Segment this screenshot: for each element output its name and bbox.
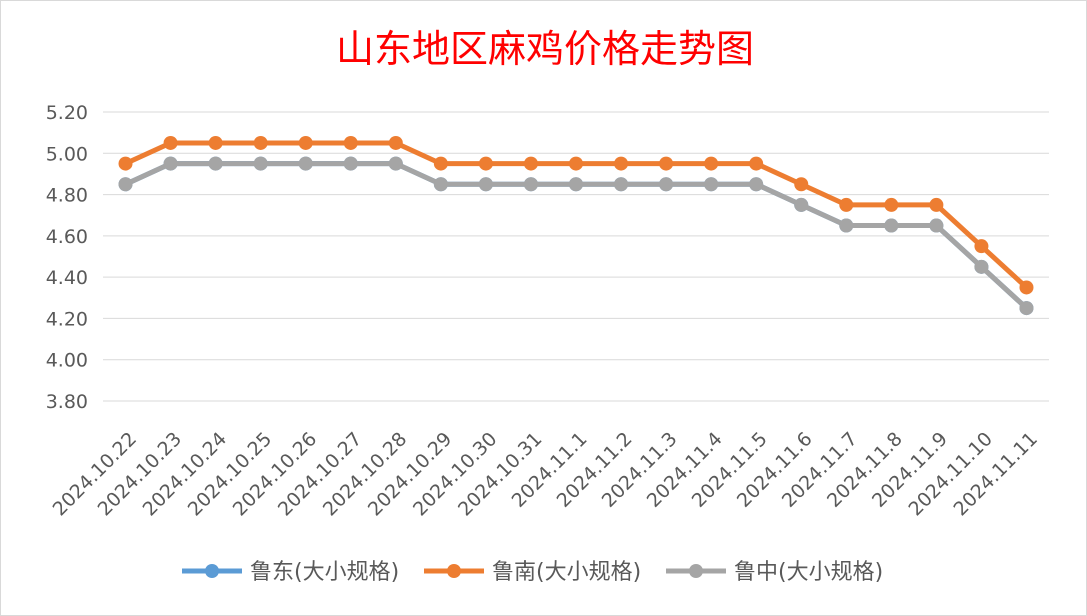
gridlines: [103, 111, 1049, 402]
data-point: [794, 197, 809, 212]
data-point: [208, 156, 223, 171]
data-point: [343, 135, 358, 150]
data-point: [884, 197, 899, 212]
data-point: [523, 177, 538, 192]
data-point: [478, 177, 493, 192]
y-tick-label: 4.40: [46, 267, 88, 289]
y-tick-label: 4.20: [46, 308, 88, 330]
y-axis-ticks: 3.80 4.00 4.20 4.40 4.60 4.80 5.00 5.20: [46, 102, 88, 413]
data-point: [388, 156, 403, 171]
data-point: [118, 156, 133, 171]
y-tick-label: 4.80: [46, 185, 88, 207]
data-point: [884, 218, 899, 233]
data-point: [298, 135, 313, 150]
data-point: [208, 135, 223, 150]
series-2: [118, 156, 1034, 316]
legend-marker: [205, 564, 219, 578]
data-point: [974, 239, 989, 254]
data-point: [659, 156, 674, 171]
data-point: [614, 177, 629, 192]
legend-item: 鲁中(大小规格): [666, 560, 883, 585]
data-point: [794, 177, 809, 192]
series-lines: [118, 135, 1034, 316]
data-point: [478, 156, 493, 171]
legend-label: 鲁南(大小规格): [492, 560, 641, 585]
data-point: [704, 156, 719, 171]
data-point: [433, 177, 448, 192]
data-point: [433, 156, 448, 171]
data-point: [118, 177, 133, 192]
data-point: [839, 218, 854, 233]
data-point: [569, 177, 583, 192]
legend-item: 鲁南(大小规格): [424, 560, 641, 585]
series-1: [118, 135, 1034, 295]
legend-label: 鲁中(大小规格): [734, 560, 883, 585]
data-point: [974, 259, 989, 274]
data-point: [388, 135, 403, 150]
y-tick-label: 3.80: [46, 391, 88, 413]
data-point: [704, 177, 719, 192]
data-point: [253, 156, 268, 171]
x-axis-ticks: 2024.10.222024.10.232024.10.242024.10.25…: [49, 428, 1042, 520]
legend-marker: [447, 564, 461, 578]
y-tick-label: 4.00: [46, 350, 88, 372]
legend-label: 鲁东(大小规格): [250, 560, 399, 585]
y-tick-label: 5.20: [46, 102, 88, 124]
legend-item: 鲁东(大小规格): [182, 560, 399, 585]
data-point: [749, 177, 764, 192]
data-point: [659, 177, 674, 192]
data-point: [163, 135, 178, 150]
legend-marker: [689, 564, 703, 578]
data-point: [253, 135, 268, 150]
data-point: [523, 156, 538, 171]
chart-title: 山东地区麻鸡价格走势图: [336, 27, 754, 71]
y-tick-label: 4.60: [46, 226, 88, 248]
data-point: [1019, 280, 1034, 295]
data-point: [614, 156, 629, 171]
data-point: [1019, 301, 1034, 316]
data-point: [343, 156, 358, 171]
y-tick-label: 5.00: [46, 143, 88, 165]
data-point: [839, 197, 854, 212]
data-point: [298, 156, 313, 171]
data-point: [929, 218, 944, 233]
data-point: [929, 197, 944, 212]
data-point: [749, 156, 764, 171]
legend: 鲁东(大小规格) 鲁南(大小规格) 鲁中(大小规格): [182, 560, 883, 585]
data-point: [163, 156, 178, 171]
data-point: [569, 156, 583, 171]
